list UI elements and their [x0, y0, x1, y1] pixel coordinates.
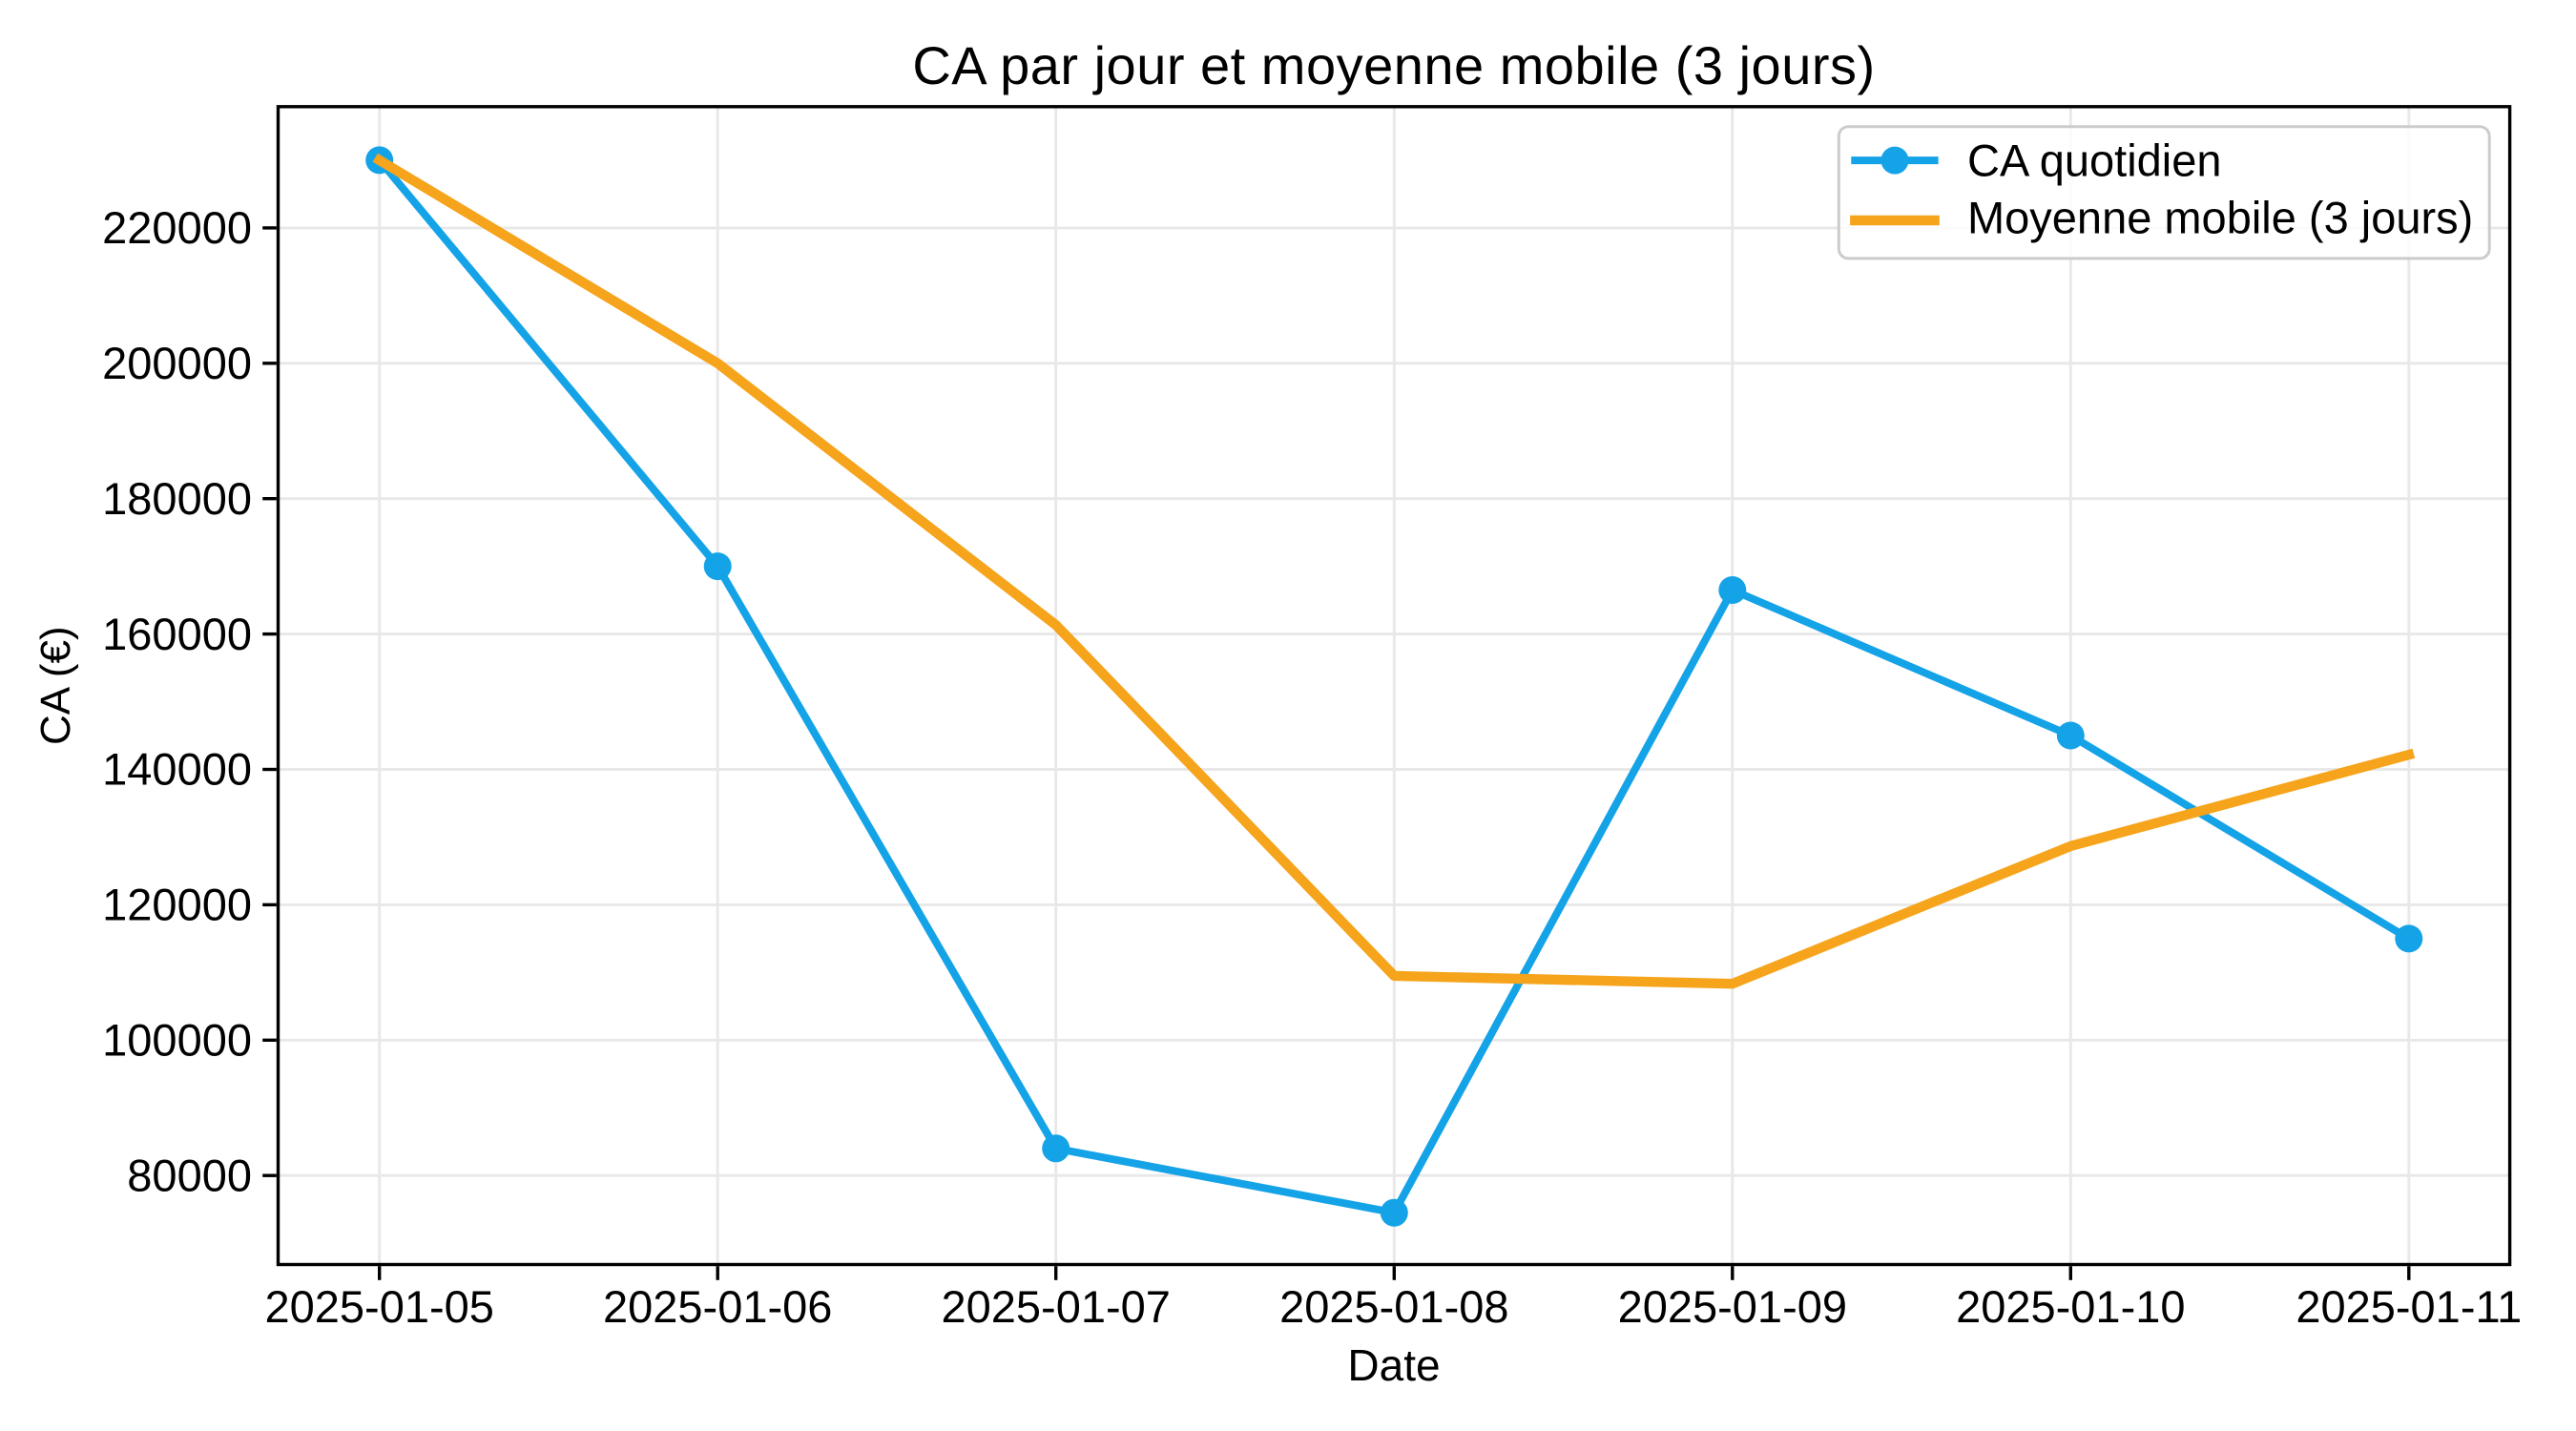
svg-text:2025-01-05: 2025-01-05 — [264, 1281, 493, 1332]
svg-text:CA (€): CA (€) — [32, 626, 79, 745]
svg-text:220000: 220000 — [102, 202, 252, 253]
svg-text:80000: 80000 — [127, 1150, 252, 1200]
svg-text:2025-01-11: 2025-01-11 — [2296, 1281, 2522, 1332]
svg-text:Moyenne mobile (3 jours): Moyenne mobile (3 jours) — [1967, 192, 2473, 242]
svg-text:200000: 200000 — [102, 338, 252, 388]
svg-text:CA par jour et moyenne mobile: CA par jour et moyenne mobile (3 jours) — [912, 35, 1875, 95]
svg-text:180000: 180000 — [102, 473, 252, 524]
svg-text:100000: 100000 — [102, 1015, 252, 1066]
svg-text:2025-01-09: 2025-01-09 — [1618, 1281, 1847, 1332]
svg-text:2025-01-07: 2025-01-07 — [941, 1281, 1170, 1332]
svg-text:2025-01-06: 2025-01-06 — [603, 1281, 832, 1332]
svg-text:2025-01-08: 2025-01-08 — [1279, 1281, 1508, 1332]
svg-text:160000: 160000 — [102, 609, 252, 659]
svg-text:Date: Date — [1347, 1340, 1440, 1390]
svg-text:120000: 120000 — [102, 880, 252, 930]
svg-text:2025-01-10: 2025-01-10 — [1956, 1281, 2185, 1332]
svg-text:CA quotidien: CA quotidien — [1967, 135, 2222, 185]
svg-text:140000: 140000 — [102, 744, 252, 795]
